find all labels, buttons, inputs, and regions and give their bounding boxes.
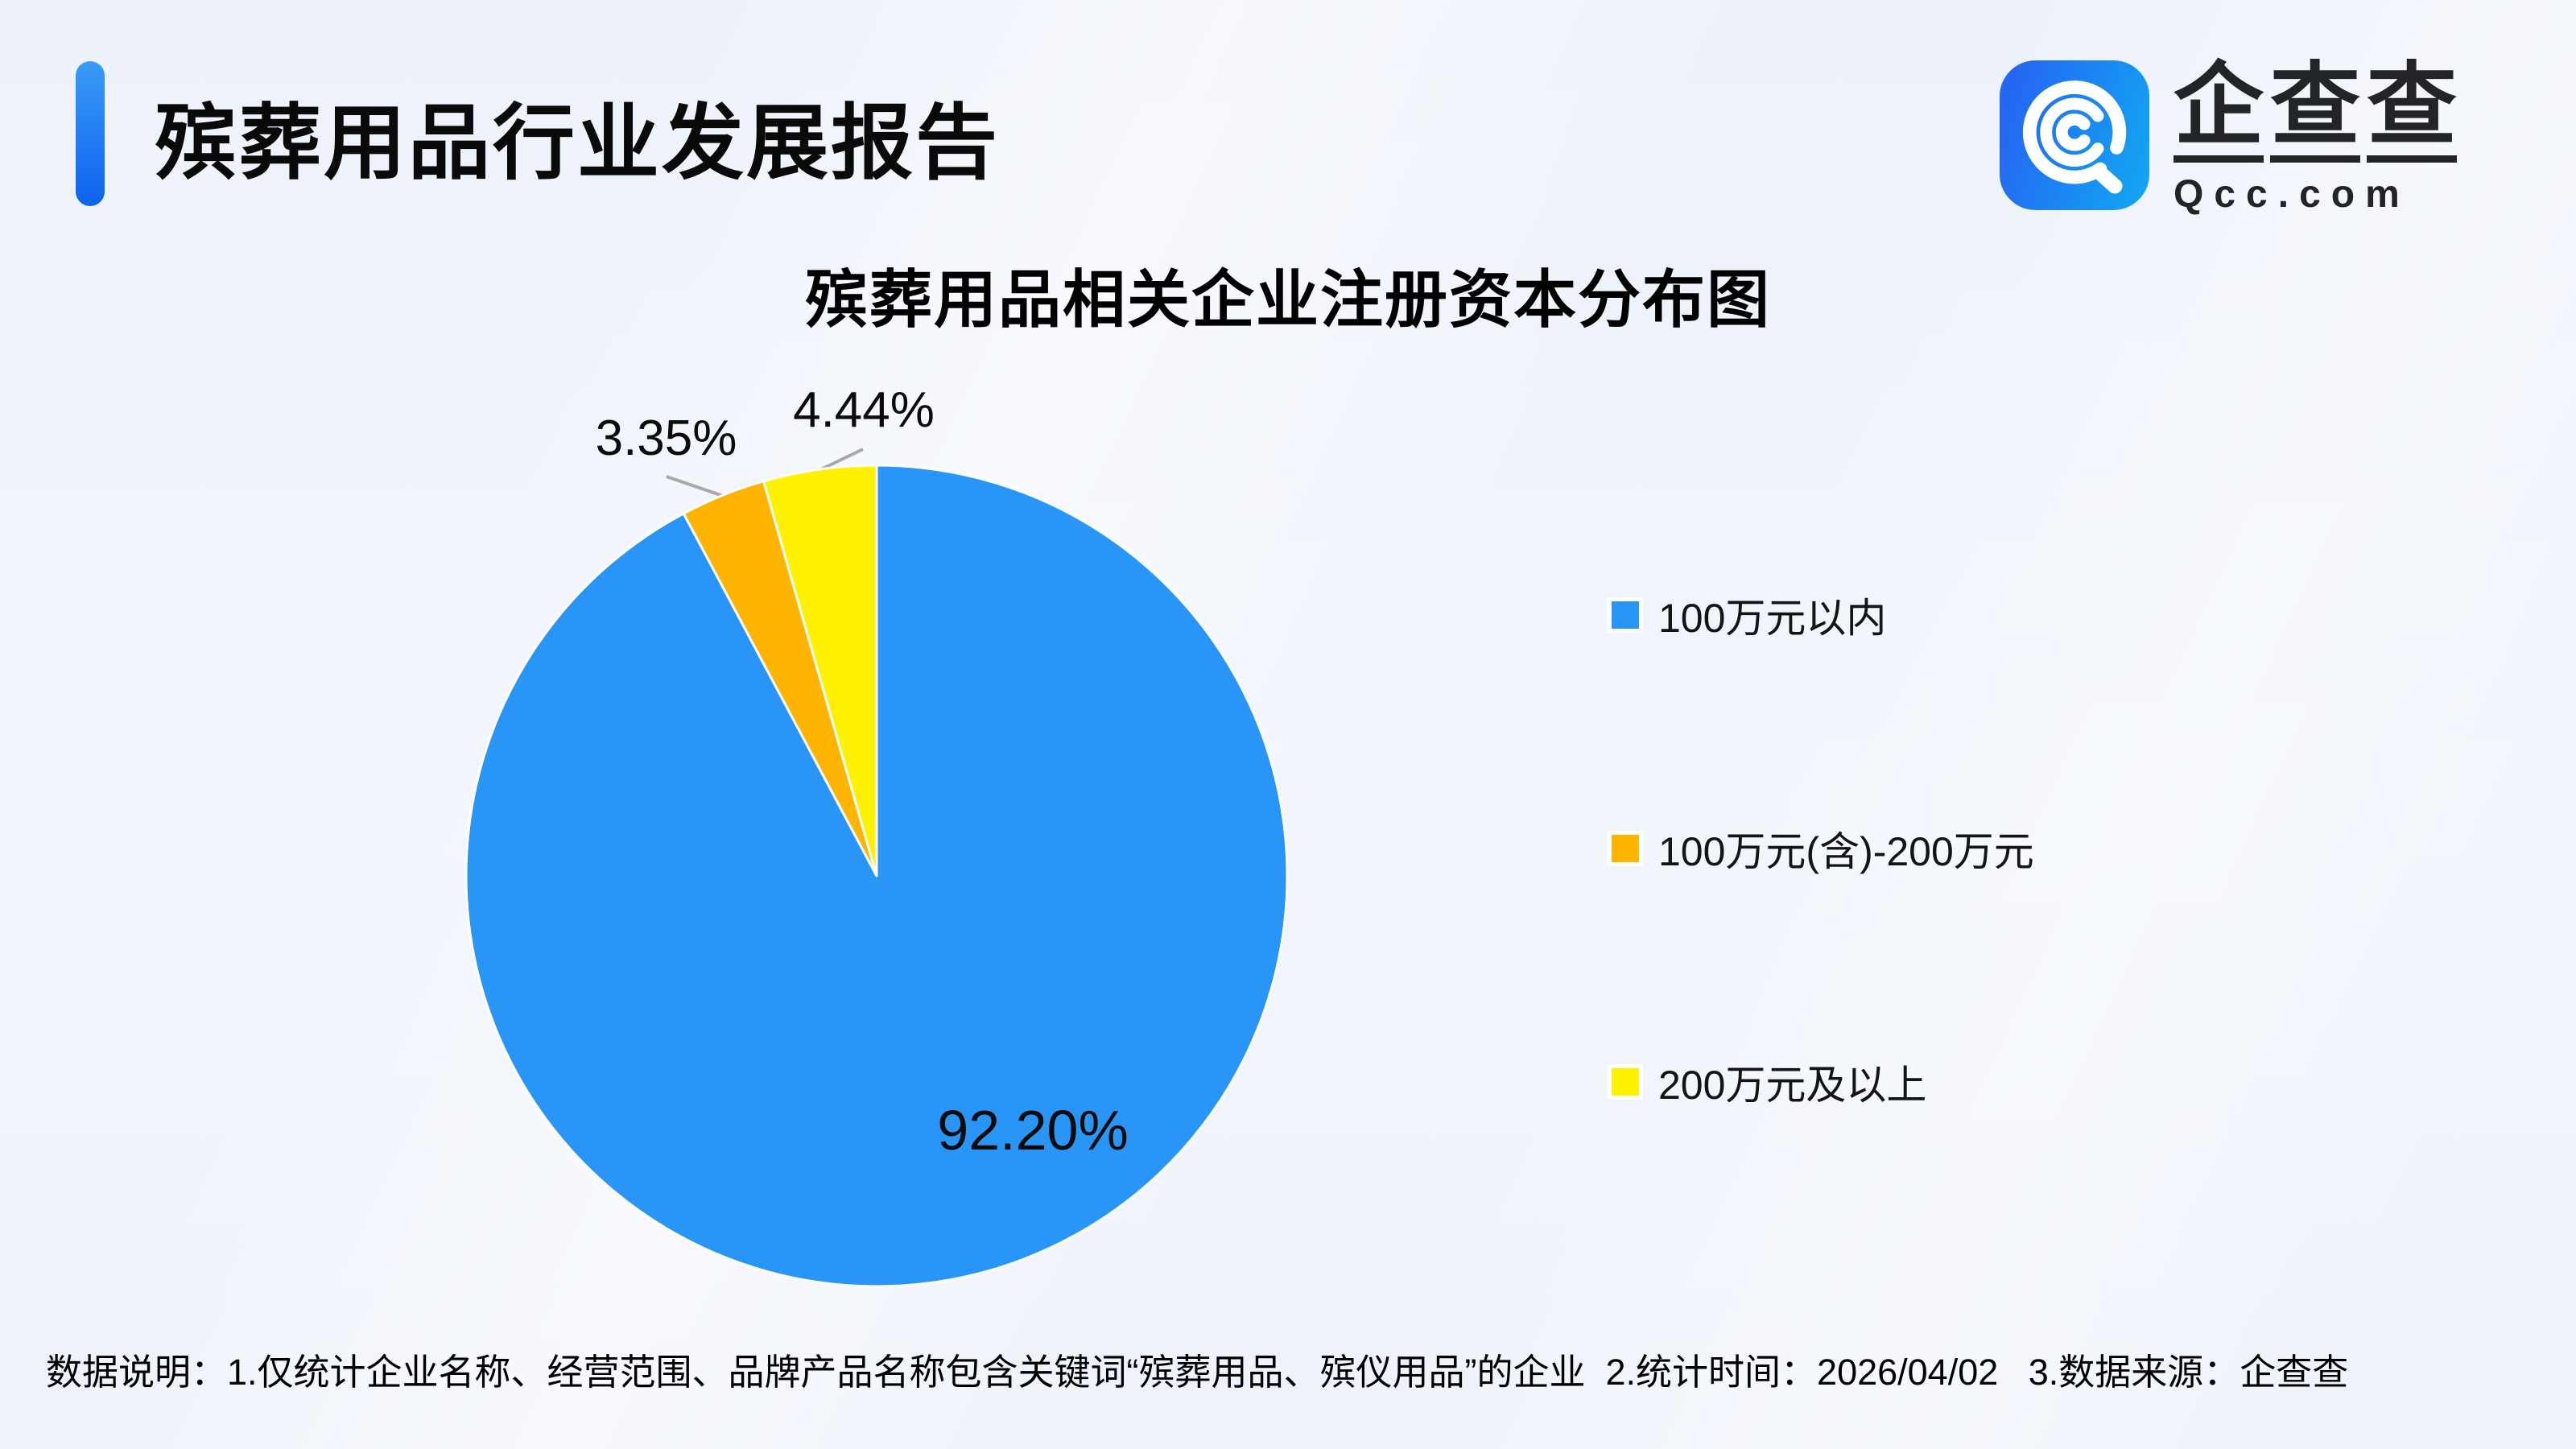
pie-slice-3	[762, 464, 878, 877]
legend-label: 200万元及以上	[1658, 1063, 1927, 1108]
qcc-logo: 企 查 查 Qcc.com	[2000, 60, 2463, 217]
pie-inside-label: 92.20%	[937, 1099, 1129, 1162]
page-title: 殡葬用品行业发展报告	[155, 97, 1000, 189]
qcc-logo-domain: Qcc.com	[2174, 173, 2410, 216]
legend-label: 100万元以内	[1658, 596, 1887, 641]
legend-label: 100万元(含)-200万元	[1658, 829, 2034, 874]
title-accent-bar	[76, 61, 105, 206]
footer-note: 数据说明：1.仅统计企业名称、经营范围、品牌产品名称包含关键词“殡葬用品、殡仪用…	[46, 1352, 2349, 1393]
callout-label-yellow: 4.44%	[780, 370, 947, 449]
legend-swatch-orange	[1612, 835, 1639, 862]
qcc-logo-text: 企 查 查 Qcc.com	[2174, 60, 2463, 217]
qcc-logo-char: 查	[2270, 60, 2360, 163]
legend-swatch-blue	[1612, 601, 1639, 629]
qcc-magnifier-icon	[2000, 60, 2149, 210]
legend-item-2: 100万元(含)-200万元	[1612, 829, 2034, 874]
callout-value: 3.35%	[595, 410, 737, 466]
callout-value: 4.44%	[793, 382, 935, 438]
leader-line-orange	[666, 475, 724, 497]
legend-swatch-yellow	[1612, 1068, 1639, 1096]
callout-label-orange: 3.35%	[581, 399, 751, 477]
qcc-logo-char: 企	[2174, 60, 2264, 163]
qcc-logo-char: 查	[2367, 60, 2457, 163]
chart-title: 殡葬用品相关企业注册资本分布图	[804, 264, 1771, 335]
legend-item-1: 100万元以内	[1612, 596, 1886, 641]
qcc-logo-cn: 企 查 查	[2174, 60, 2463, 163]
leader-line-yellow	[819, 448, 864, 472]
legend-item-3: 200万元及以上	[1612, 1063, 1926, 1108]
